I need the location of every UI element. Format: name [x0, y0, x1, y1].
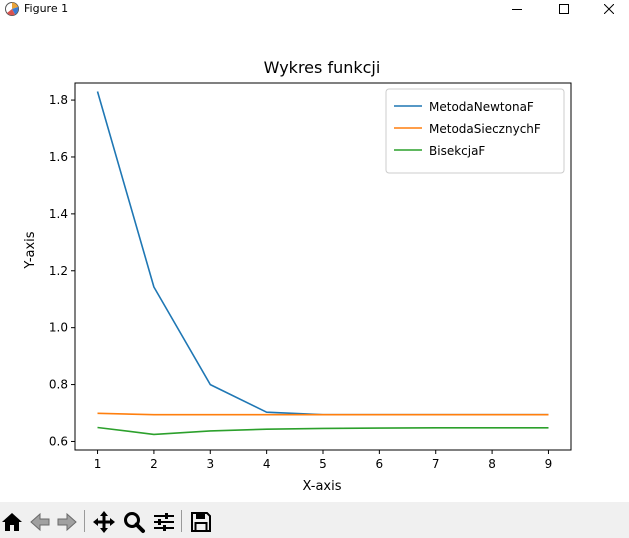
forward-button[interactable] — [55, 510, 79, 534]
maximize-icon — [559, 4, 569, 14]
window-title: Figure 1 — [24, 2, 69, 15]
plot-frame — [74, 82, 572, 451]
x-tick-label: 1 — [94, 457, 102, 471]
close-icon — [604, 4, 614, 14]
forward-arrow-icon — [57, 512, 77, 532]
y-tick-label: 0.6 — [49, 434, 68, 448]
home-button[interactable] — [0, 510, 24, 534]
window-titlebar: Figure 1 — [0, 0, 629, 18]
chart-title: Wykres funkcji — [264, 58, 381, 77]
x-tick-label: 4 — [263, 457, 271, 471]
configure-subplots-button[interactable] — [152, 510, 176, 534]
legend-label: BisekcjaF — [429, 144, 485, 158]
series-layer — [96, 91, 549, 436]
x-tick-label: 9 — [545, 457, 553, 471]
y-tick-label: 1.4 — [49, 207, 68, 221]
x-tick-label: 3 — [206, 457, 214, 471]
zoom-button[interactable] — [122, 510, 146, 534]
legend-box — [385, 88, 565, 174]
x-tick-label: 8 — [488, 457, 496, 471]
configure-subplots-icon — [154, 513, 174, 531]
figure-canvas: Wykres funkcji X-axis Y-axis 1 2 3 4 5 6 7 8 9 0.… — [0, 18, 629, 502]
ticks-layer: 1 2 3 4 5 6 7 8 9 0.6 0.8 1.0 1.2 1.4 1.6 1.8 — [49, 93, 552, 471]
y-axis-label: Y-axis — [23, 231, 38, 269]
save-icon — [191, 512, 211, 532]
y-tick-label: 1.8 — [49, 93, 68, 107]
y-tick-label: 1.0 — [49, 321, 68, 335]
matplotlib-app-icon — [4, 1, 20, 17]
x-tick-label: 7 — [432, 457, 440, 471]
y-tick-label: 1.6 — [49, 150, 68, 164]
minimize-icon — [512, 9, 522, 10]
pan-button[interactable] — [92, 510, 116, 534]
home-icon — [2, 513, 22, 531]
navigation-toolbar — [0, 502, 629, 538]
legend-label: MetodaNewtonaF — [429, 100, 534, 114]
toolbar-separator — [181, 510, 182, 532]
back-arrow-icon — [30, 512, 50, 532]
line-chart: Wykres funkcji X-axis Y-axis 1 2 3 4 5 6 7 8 9 0.… — [23, 58, 572, 494]
zoom-icon — [124, 512, 145, 533]
close-button[interactable] — [586, 0, 629, 18]
y-tick-label: 0.8 — [49, 378, 68, 392]
y-tick-label: 1.2 — [49, 264, 68, 278]
series-line-BisekcjaF — [97, 426, 549, 436]
pan-icon — [93, 511, 115, 533]
legend: MetodaNewtonaF MetodaSiecznychF BisekcjaF — [385, 88, 565, 174]
series-line-MetodaSiecznychF — [97, 412, 549, 416]
toolbar-separator — [84, 510, 85, 532]
maximize-button[interactable] — [541, 0, 587, 18]
x-tick-label: 5 — [319, 457, 327, 471]
x-tick-label: 6 — [376, 457, 384, 471]
save-button[interactable] — [189, 510, 213, 534]
x-tick-label: 2 — [150, 457, 158, 471]
legend-label: MetodaSiecznychF — [429, 122, 541, 136]
x-axis-label: X-axis — [303, 479, 342, 494]
minimize-button[interactable] — [494, 0, 540, 18]
back-button[interactable] — [28, 510, 52, 534]
